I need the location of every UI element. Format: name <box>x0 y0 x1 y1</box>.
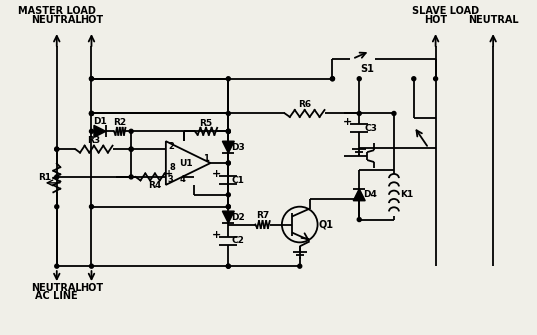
Text: C2: C2 <box>232 237 245 245</box>
Text: D4: D4 <box>363 190 377 199</box>
Circle shape <box>357 217 361 221</box>
Polygon shape <box>222 211 234 223</box>
Text: C3: C3 <box>365 124 378 133</box>
Circle shape <box>129 129 133 133</box>
Circle shape <box>55 147 59 151</box>
Text: NEUTRAL: NEUTRAL <box>32 283 82 293</box>
Circle shape <box>412 77 416 81</box>
Circle shape <box>90 129 93 133</box>
Polygon shape <box>353 189 365 201</box>
Text: 2: 2 <box>168 142 174 151</box>
Circle shape <box>392 112 396 116</box>
Circle shape <box>227 264 230 268</box>
Circle shape <box>90 112 93 116</box>
Text: 8: 8 <box>170 163 176 173</box>
Text: +: + <box>165 169 173 179</box>
Text: 3: 3 <box>168 176 173 184</box>
Circle shape <box>330 77 335 81</box>
Text: HOT: HOT <box>424 15 447 25</box>
Text: +: + <box>212 170 221 180</box>
Polygon shape <box>94 125 106 137</box>
Text: 4: 4 <box>180 176 186 184</box>
Circle shape <box>357 112 361 116</box>
Text: R1: R1 <box>38 174 52 183</box>
Circle shape <box>90 205 93 209</box>
Text: U1: U1 <box>179 158 192 168</box>
Circle shape <box>227 205 230 209</box>
Text: D2: D2 <box>231 213 245 221</box>
Text: SLAVE LOAD: SLAVE LOAD <box>412 6 479 16</box>
Circle shape <box>55 175 59 179</box>
Circle shape <box>129 147 133 151</box>
Circle shape <box>90 264 93 268</box>
Circle shape <box>227 129 230 133</box>
Polygon shape <box>166 141 211 185</box>
Text: MASTER LOAD: MASTER LOAD <box>18 6 96 16</box>
Circle shape <box>227 129 230 133</box>
Text: R4: R4 <box>148 181 162 190</box>
Text: R5: R5 <box>199 119 213 128</box>
Circle shape <box>90 112 93 116</box>
Circle shape <box>227 77 230 81</box>
Circle shape <box>90 77 93 81</box>
Circle shape <box>129 175 133 179</box>
Circle shape <box>90 112 93 116</box>
Text: K1: K1 <box>400 190 413 199</box>
Circle shape <box>55 264 59 268</box>
Circle shape <box>227 161 230 165</box>
Text: HOT: HOT <box>80 15 103 25</box>
Text: +: + <box>343 117 352 127</box>
Text: R7: R7 <box>256 211 269 220</box>
Text: S1: S1 <box>360 64 374 74</box>
Text: 1: 1 <box>202 153 208 162</box>
Circle shape <box>227 193 230 197</box>
Circle shape <box>55 205 59 209</box>
Circle shape <box>227 205 230 209</box>
Text: HOT: HOT <box>80 283 103 293</box>
Polygon shape <box>222 141 234 153</box>
Text: R3: R3 <box>88 136 100 145</box>
Text: +: + <box>212 230 221 240</box>
Text: C1: C1 <box>232 176 245 185</box>
Circle shape <box>90 77 93 81</box>
Text: NEUTRAL: NEUTRAL <box>468 15 518 25</box>
Circle shape <box>297 264 302 268</box>
Text: R6: R6 <box>298 100 311 109</box>
Circle shape <box>330 77 335 81</box>
Text: Q1: Q1 <box>318 219 333 229</box>
Circle shape <box>357 77 361 81</box>
Circle shape <box>55 147 59 151</box>
Text: NEUTRAL: NEUTRAL <box>32 15 82 25</box>
Circle shape <box>227 112 230 116</box>
Circle shape <box>227 264 230 268</box>
Text: AC LINE: AC LINE <box>35 291 78 301</box>
Text: D1: D1 <box>93 117 107 126</box>
Circle shape <box>227 161 230 165</box>
Text: R2: R2 <box>113 118 126 127</box>
Circle shape <box>129 147 133 151</box>
Text: D3: D3 <box>231 143 245 152</box>
Circle shape <box>227 129 230 133</box>
Circle shape <box>433 77 438 81</box>
